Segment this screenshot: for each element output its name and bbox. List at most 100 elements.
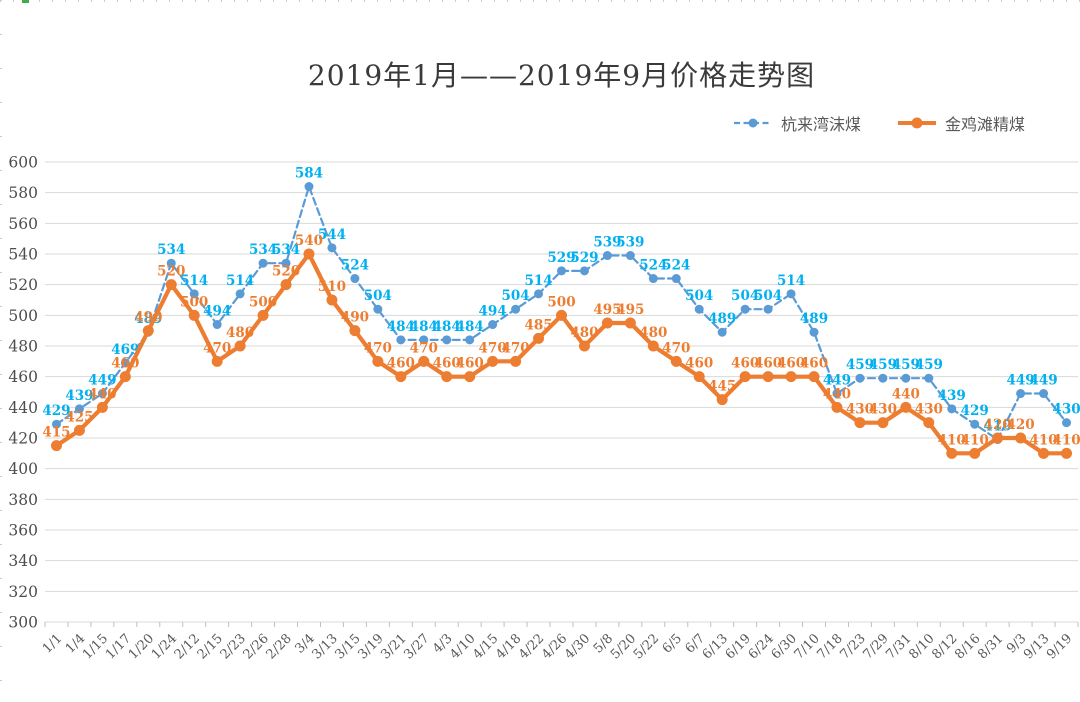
data-point-marker	[694, 304, 704, 314]
legend-item-jinjitan[interactable]: 金鸡滩精煤	[897, 111, 1025, 135]
data-label: 460	[111, 356, 139, 372]
data-label: 489	[708, 311, 736, 327]
data-point-marker	[442, 335, 452, 345]
data-point-marker	[763, 304, 773, 314]
data-label: 529	[570, 250, 598, 266]
x-axis-label: 4/22	[516, 631, 547, 662]
data-label: 439	[938, 388, 966, 404]
data-point-marker	[165, 279, 177, 291]
y-axis-tick-label: 340	[8, 552, 38, 570]
data-label: 460	[777, 356, 805, 372]
y-axis-tick-label: 360	[8, 522, 38, 540]
x-axis-label: 7/18	[815, 631, 846, 662]
data-label: 449	[1029, 373, 1057, 389]
data-point-marker	[510, 355, 522, 367]
data-point-marker	[1016, 389, 1026, 399]
x-axis-label: 4/18	[493, 631, 524, 662]
data-point-marker	[624, 317, 636, 329]
data-point-marker	[785, 371, 797, 383]
data-point-marker	[418, 355, 430, 367]
data-point-marker	[189, 289, 199, 299]
data-point-marker	[419, 335, 429, 345]
data-point-marker	[74, 404, 84, 414]
data-point-marker	[534, 289, 544, 299]
data-label: 445	[708, 379, 736, 395]
x-axis-label: 2/23	[218, 631, 249, 662]
data-point-marker	[970, 419, 980, 429]
data-point-marker	[854, 417, 866, 429]
legend-item-hanglaiwan[interactable]: 杭来湾沫煤	[733, 111, 861, 135]
data-point-marker	[855, 373, 865, 383]
x-axis-label: 2/15	[195, 631, 226, 662]
data-label: 420	[984, 417, 1012, 433]
y-axis-tick-label: 400	[8, 460, 38, 478]
data-point-marker	[211, 355, 223, 367]
data-label: 430	[869, 402, 897, 418]
x-axis-label: 8/12	[929, 631, 960, 662]
data-point-marker	[556, 309, 567, 321]
data-point-marker	[235, 289, 245, 299]
data-label: 490	[341, 310, 369, 326]
data-point-marker	[877, 417, 889, 429]
data-point-marker	[395, 371, 407, 383]
x-axis-label: 2/12	[172, 631, 203, 662]
data-point-marker	[1061, 447, 1073, 459]
data-label: 504	[685, 288, 713, 304]
data-label: 500	[180, 294, 208, 310]
x-axis-label: 6/30	[769, 631, 800, 662]
data-label: 504	[501, 288, 529, 304]
data-point-marker	[465, 335, 475, 345]
data-point-marker	[280, 279, 292, 291]
x-axis-label: 6/24	[746, 631, 777, 662]
data-point-marker	[188, 309, 200, 321]
x-axis-label: 5/22	[631, 631, 662, 662]
x-axis-label: 7/31	[883, 631, 914, 662]
solid-line-dot-icon	[898, 117, 937, 129]
data-label: 470	[364, 340, 392, 356]
data-label: 449	[823, 373, 851, 389]
data-label: 430	[846, 402, 874, 418]
chart-title: 2019年1月——2019年9月价格走势图	[307, 59, 816, 92]
data-point-marker	[373, 304, 383, 314]
data-point-marker	[601, 317, 613, 329]
x-axis-label: 3/19	[355, 631, 386, 662]
data-label: 480	[226, 325, 254, 341]
y-axis-tick-label: 540	[8, 246, 38, 264]
data-label: 439	[65, 388, 93, 404]
data-label: 440	[88, 386, 116, 402]
y-axis-tick-label: 420	[8, 430, 38, 448]
data-label: 514	[226, 273, 254, 289]
data-point-marker	[234, 340, 246, 352]
data-label: 489	[800, 311, 828, 327]
spreadsheet-edge-ticks-left	[0, 0, 2, 702]
data-label: 500	[249, 294, 277, 310]
data-label: 430	[1052, 402, 1080, 418]
x-axis-label: 8/16	[952, 631, 983, 662]
data-label: 510	[318, 279, 346, 295]
data-label: 500	[547, 294, 575, 310]
y-axis-tick-label: 480	[8, 338, 38, 356]
data-point-marker	[878, 373, 888, 383]
data-label: 440	[823, 386, 851, 402]
data-label: 460	[754, 356, 782, 372]
data-point-marker	[96, 401, 108, 413]
data-label: 514	[524, 273, 552, 289]
data-label: 495	[593, 302, 621, 318]
x-axis-label: 4/30	[562, 631, 593, 662]
data-point-marker	[51, 419, 61, 429]
data-label: 410	[938, 432, 966, 448]
data-point-marker	[831, 401, 843, 413]
data-label: 514	[777, 273, 805, 289]
data-label: 520	[272, 264, 300, 280]
data-label: 504	[731, 288, 759, 304]
data-label: 534	[157, 242, 185, 258]
data-point-marker	[739, 371, 751, 383]
y-axis-tick-label: 300	[8, 614, 38, 632]
x-axis-label: 1/1	[40, 631, 65, 656]
spreadsheet-edge-ticks-top	[0, 0, 1080, 2]
data-label: 480	[570, 325, 598, 341]
data-point-marker	[969, 447, 981, 459]
data-point-marker	[923, 417, 935, 429]
data-label: 534	[272, 242, 300, 258]
